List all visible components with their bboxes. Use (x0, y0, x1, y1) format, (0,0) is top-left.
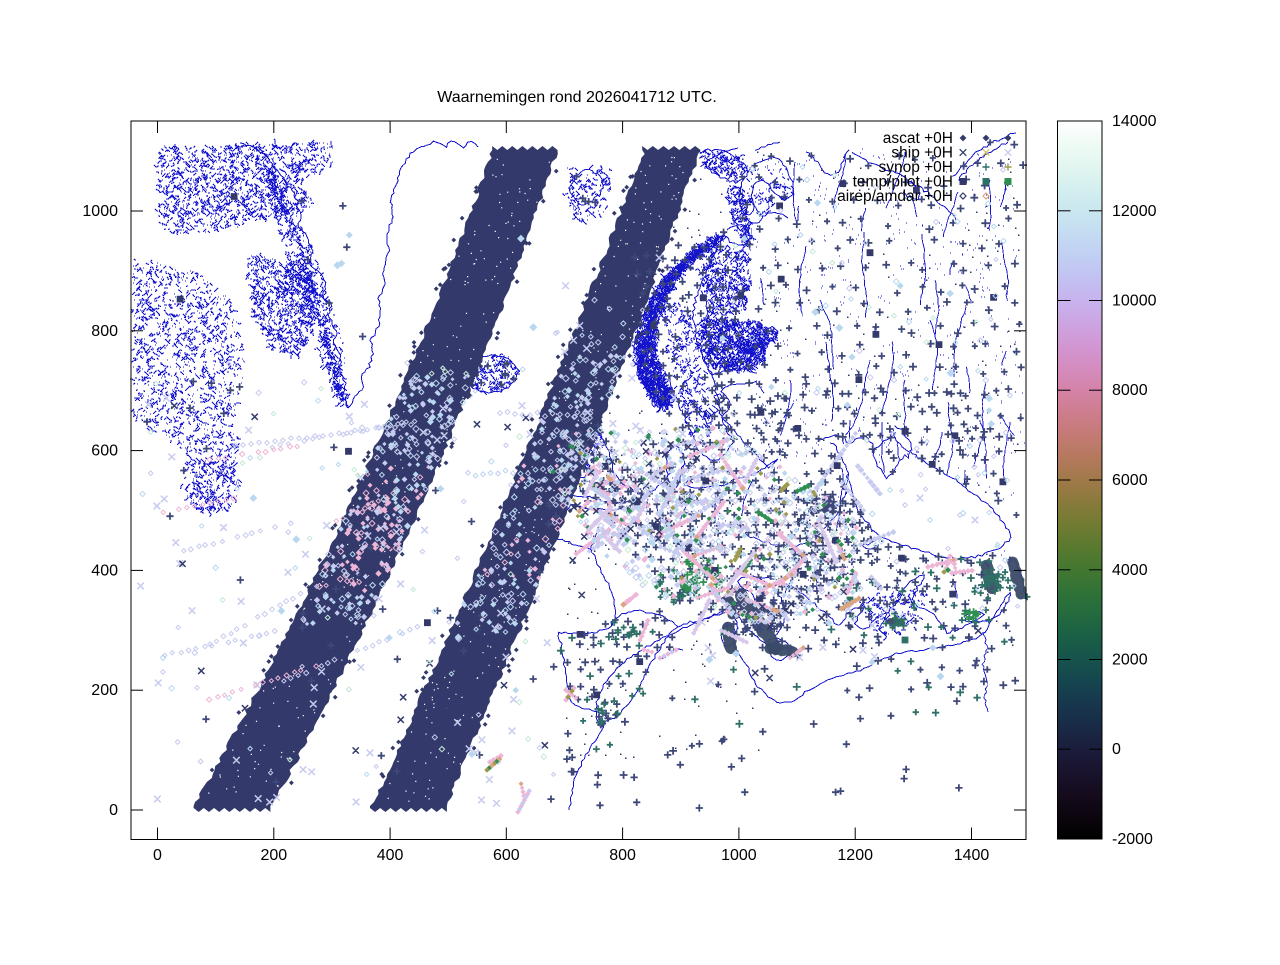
svg-text:400: 400 (91, 562, 118, 579)
svg-text:400: 400 (377, 847, 404, 864)
svg-text:12000: 12000 (1112, 203, 1157, 220)
svg-text:Waarnemingen rond 2026041712 U: Waarnemingen rond 2026041712 UTC. (437, 89, 717, 106)
svg-text:1200: 1200 (837, 847, 873, 864)
svg-text:0: 0 (153, 847, 162, 864)
svg-text:ship +0H: ship +0H (891, 145, 953, 162)
svg-text:8000: 8000 (1112, 382, 1148, 399)
svg-text:600: 600 (91, 443, 118, 460)
svg-text:1400: 1400 (954, 847, 990, 864)
svg-text:14000: 14000 (1112, 113, 1157, 130)
svg-text:0: 0 (109, 802, 118, 819)
svg-text:temp/pilot +0H: temp/pilot +0H (853, 174, 953, 191)
svg-text:4000: 4000 (1112, 562, 1148, 579)
svg-text:1000: 1000 (82, 203, 118, 220)
svg-text:1000: 1000 (721, 847, 757, 864)
svg-text:6000: 6000 (1112, 472, 1148, 489)
svg-text:-2000: -2000 (1112, 831, 1153, 848)
svg-text:600: 600 (493, 847, 520, 864)
svg-text:10000: 10000 (1112, 293, 1157, 310)
svg-text:2000: 2000 (1112, 652, 1148, 669)
svg-text:airep/amdar +0H: airep/amdar +0H (837, 188, 953, 205)
svg-text:0: 0 (1112, 741, 1121, 758)
svg-text:800: 800 (91, 323, 118, 340)
svg-text:ascat +0H: ascat +0H (883, 130, 953, 147)
svg-text:200: 200 (91, 682, 118, 699)
svg-text:200: 200 (260, 847, 287, 864)
svg-text:800: 800 (609, 847, 636, 864)
svg-text:synop +0H: synop +0H (878, 159, 953, 176)
